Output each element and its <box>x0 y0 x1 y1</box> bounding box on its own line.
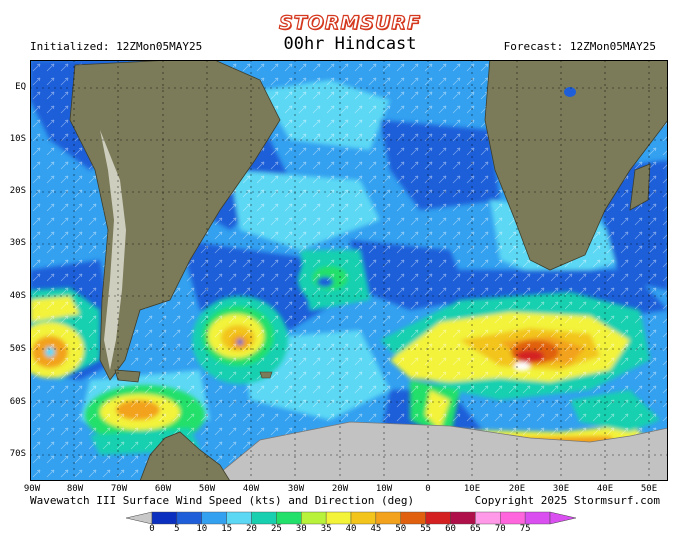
colorbar-segment <box>450 511 476 525</box>
colorbar-label: 5 <box>174 524 180 534</box>
lon-label-90w: 90W <box>23 484 41 494</box>
lon-label-30w: 30W <box>287 484 305 494</box>
initialized-label: Initialized: 12ZMon05MAY25 <box>30 40 203 53</box>
lat-lon-grid <box>30 60 668 481</box>
colorbar-segment <box>475 511 501 525</box>
tierra-del-fuego-land <box>114 369 141 383</box>
lat-label-30s: 30S <box>9 238 26 248</box>
colorbar-segment <box>251 511 277 525</box>
antarctic-peninsula-land <box>139 431 231 481</box>
colorbar-label: 20 <box>246 524 257 534</box>
colorbar-right-arrow <box>549 511 576 525</box>
colorbar-segment <box>176 511 202 525</box>
colorbar-left-arrow <box>126 511 153 525</box>
wind-speed-map <box>30 60 668 481</box>
map-frame <box>30 60 668 481</box>
colorbar-segment <box>301 511 327 525</box>
colorbar-label: 15 <box>221 524 233 534</box>
colorbar-label: 25 <box>270 524 282 534</box>
colorbar-label: 65 <box>469 524 481 534</box>
lon-label-40w: 40W <box>242 484 260 494</box>
lon-label-0: 0 <box>425 484 431 494</box>
lon-label-10w: 10W <box>375 484 393 494</box>
colorbar-segment <box>350 511 377 525</box>
wind-speed-colorbar <box>126 511 576 525</box>
lat-label-70s: 70S <box>9 449 26 459</box>
colorbar-label: 30 <box>295 524 307 534</box>
colorbar-segment <box>400 511 426 525</box>
antarctica-land <box>209 421 668 481</box>
lat-label-10s: 10S <box>9 134 26 144</box>
colorbar-segment <box>325 511 352 525</box>
lake-victoria <box>564 87 576 97</box>
lat-label-40s: 40S <box>9 291 26 301</box>
lon-label-50w: 50W <box>198 484 216 494</box>
colorbar-segment <box>425 511 451 525</box>
lon-label-60w: 60W <box>154 484 172 494</box>
lon-label-10e: 10E <box>463 484 481 494</box>
map-description: Wavewatch III Surface Wind Speed (kts) a… <box>30 494 415 507</box>
colorbar-label: 50 <box>395 524 407 534</box>
lon-label-20w: 20W <box>331 484 349 494</box>
colorbar-segment <box>524 511 551 525</box>
page-title: 00hr Hindcast <box>283 34 417 54</box>
colorbar-label: 55 <box>420 524 432 534</box>
lat-label-20s: 20S <box>9 186 26 196</box>
falklands-land <box>259 371 273 379</box>
colorbar-label: 45 <box>370 524 382 534</box>
colorbar-segment <box>151 511 178 525</box>
colorbar-label: 40 <box>345 524 357 534</box>
colorbar-segment <box>500 511 526 525</box>
lon-label-50e: 50E <box>640 484 658 494</box>
lat-label-eq: EQ <box>15 82 26 92</box>
forecast-label: Forecast: 12ZMon05MAY25 <box>503 40 656 53</box>
colorbar-segment <box>201 511 227 525</box>
colorbar-label: 35 <box>320 524 332 534</box>
colorbar-label: 70 <box>494 524 506 534</box>
lon-label-40e: 40E <box>596 484 614 494</box>
lon-label-80w: 80W <box>66 484 84 494</box>
colorbar-label: 10 <box>196 524 208 534</box>
colorbar-segments <box>151 511 551 525</box>
colorbar-label: 60 <box>445 524 456 534</box>
colorbar-label: 75 <box>519 524 531 534</box>
lon-label-70w: 70W <box>110 484 128 494</box>
lon-label-30e: 30E <box>552 484 570 494</box>
lat-label-60s: 60S <box>9 397 26 407</box>
stormsurf-logo: STORMSURF <box>278 11 422 34</box>
copyright-notice: Copyright 2025 Stormsurf.com <box>474 494 660 507</box>
colorbar-label: 0 <box>149 524 155 534</box>
africa-land <box>484 60 668 271</box>
south-america-land <box>69 60 281 381</box>
colorbar-segment <box>375 511 401 525</box>
lon-label-20e: 20E <box>508 484 526 494</box>
land-masses <box>69 60 668 481</box>
madagascar-land <box>629 163 651 211</box>
lat-label-50s: 50S <box>9 344 26 354</box>
colorbar-segment <box>226 511 252 525</box>
colorbar-segment <box>276 511 302 525</box>
